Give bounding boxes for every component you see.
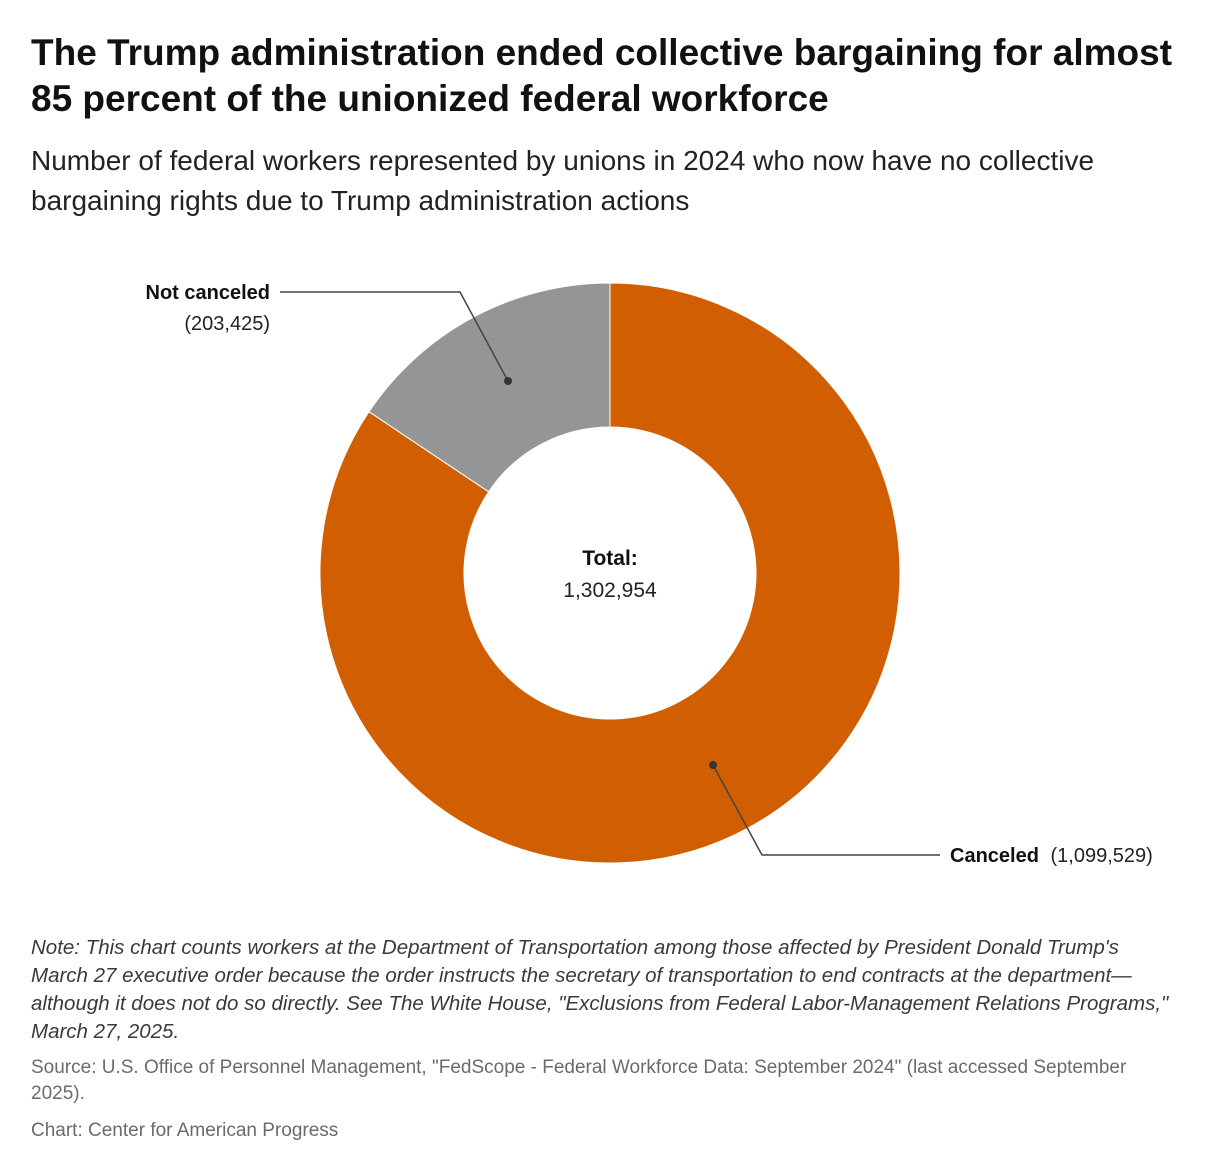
slice-label-canceled: Canceled (1,099,529): [950, 845, 1153, 867]
donut-slices: [319, 282, 901, 864]
donut-chart: Not canceled (203,425) Canceled (1,099,5…: [146, 282, 1153, 867]
chart-note: Note: This chart counts workers at the D…: [31, 936, 1169, 1043]
leader-line-canceled: [712, 764, 940, 856]
chart-title: The Trump administration ended collectiv…: [31, 32, 1173, 119]
slice-label-not-canceled: Not canceled: [146, 282, 270, 304]
center-value: 1,302,954: [563, 579, 657, 602]
donut-slice-canceled: [319, 282, 901, 864]
slice-label-canceled-name: Canceled: [950, 845, 1039, 867]
donut-slice-not-canceled: [368, 282, 611, 493]
slice-value-canceled: (1,099,529): [1051, 845, 1153, 867]
center-label: Total:: [582, 547, 638, 570]
leader-dot-not-canceled: [504, 377, 512, 385]
leader-line-not-canceled: [280, 291, 509, 382]
chart-subtitle: Number of federal workers represented by…: [31, 145, 1095, 216]
slice-value-not-canceled: (203,425): [184, 313, 270, 335]
leader-dot-canceled: [709, 761, 717, 769]
chart-credit: Chart: Center for American Progress: [31, 1120, 339, 1141]
chart-source: Source: U.S. Office of Personnel Managem…: [31, 1057, 1127, 1104]
